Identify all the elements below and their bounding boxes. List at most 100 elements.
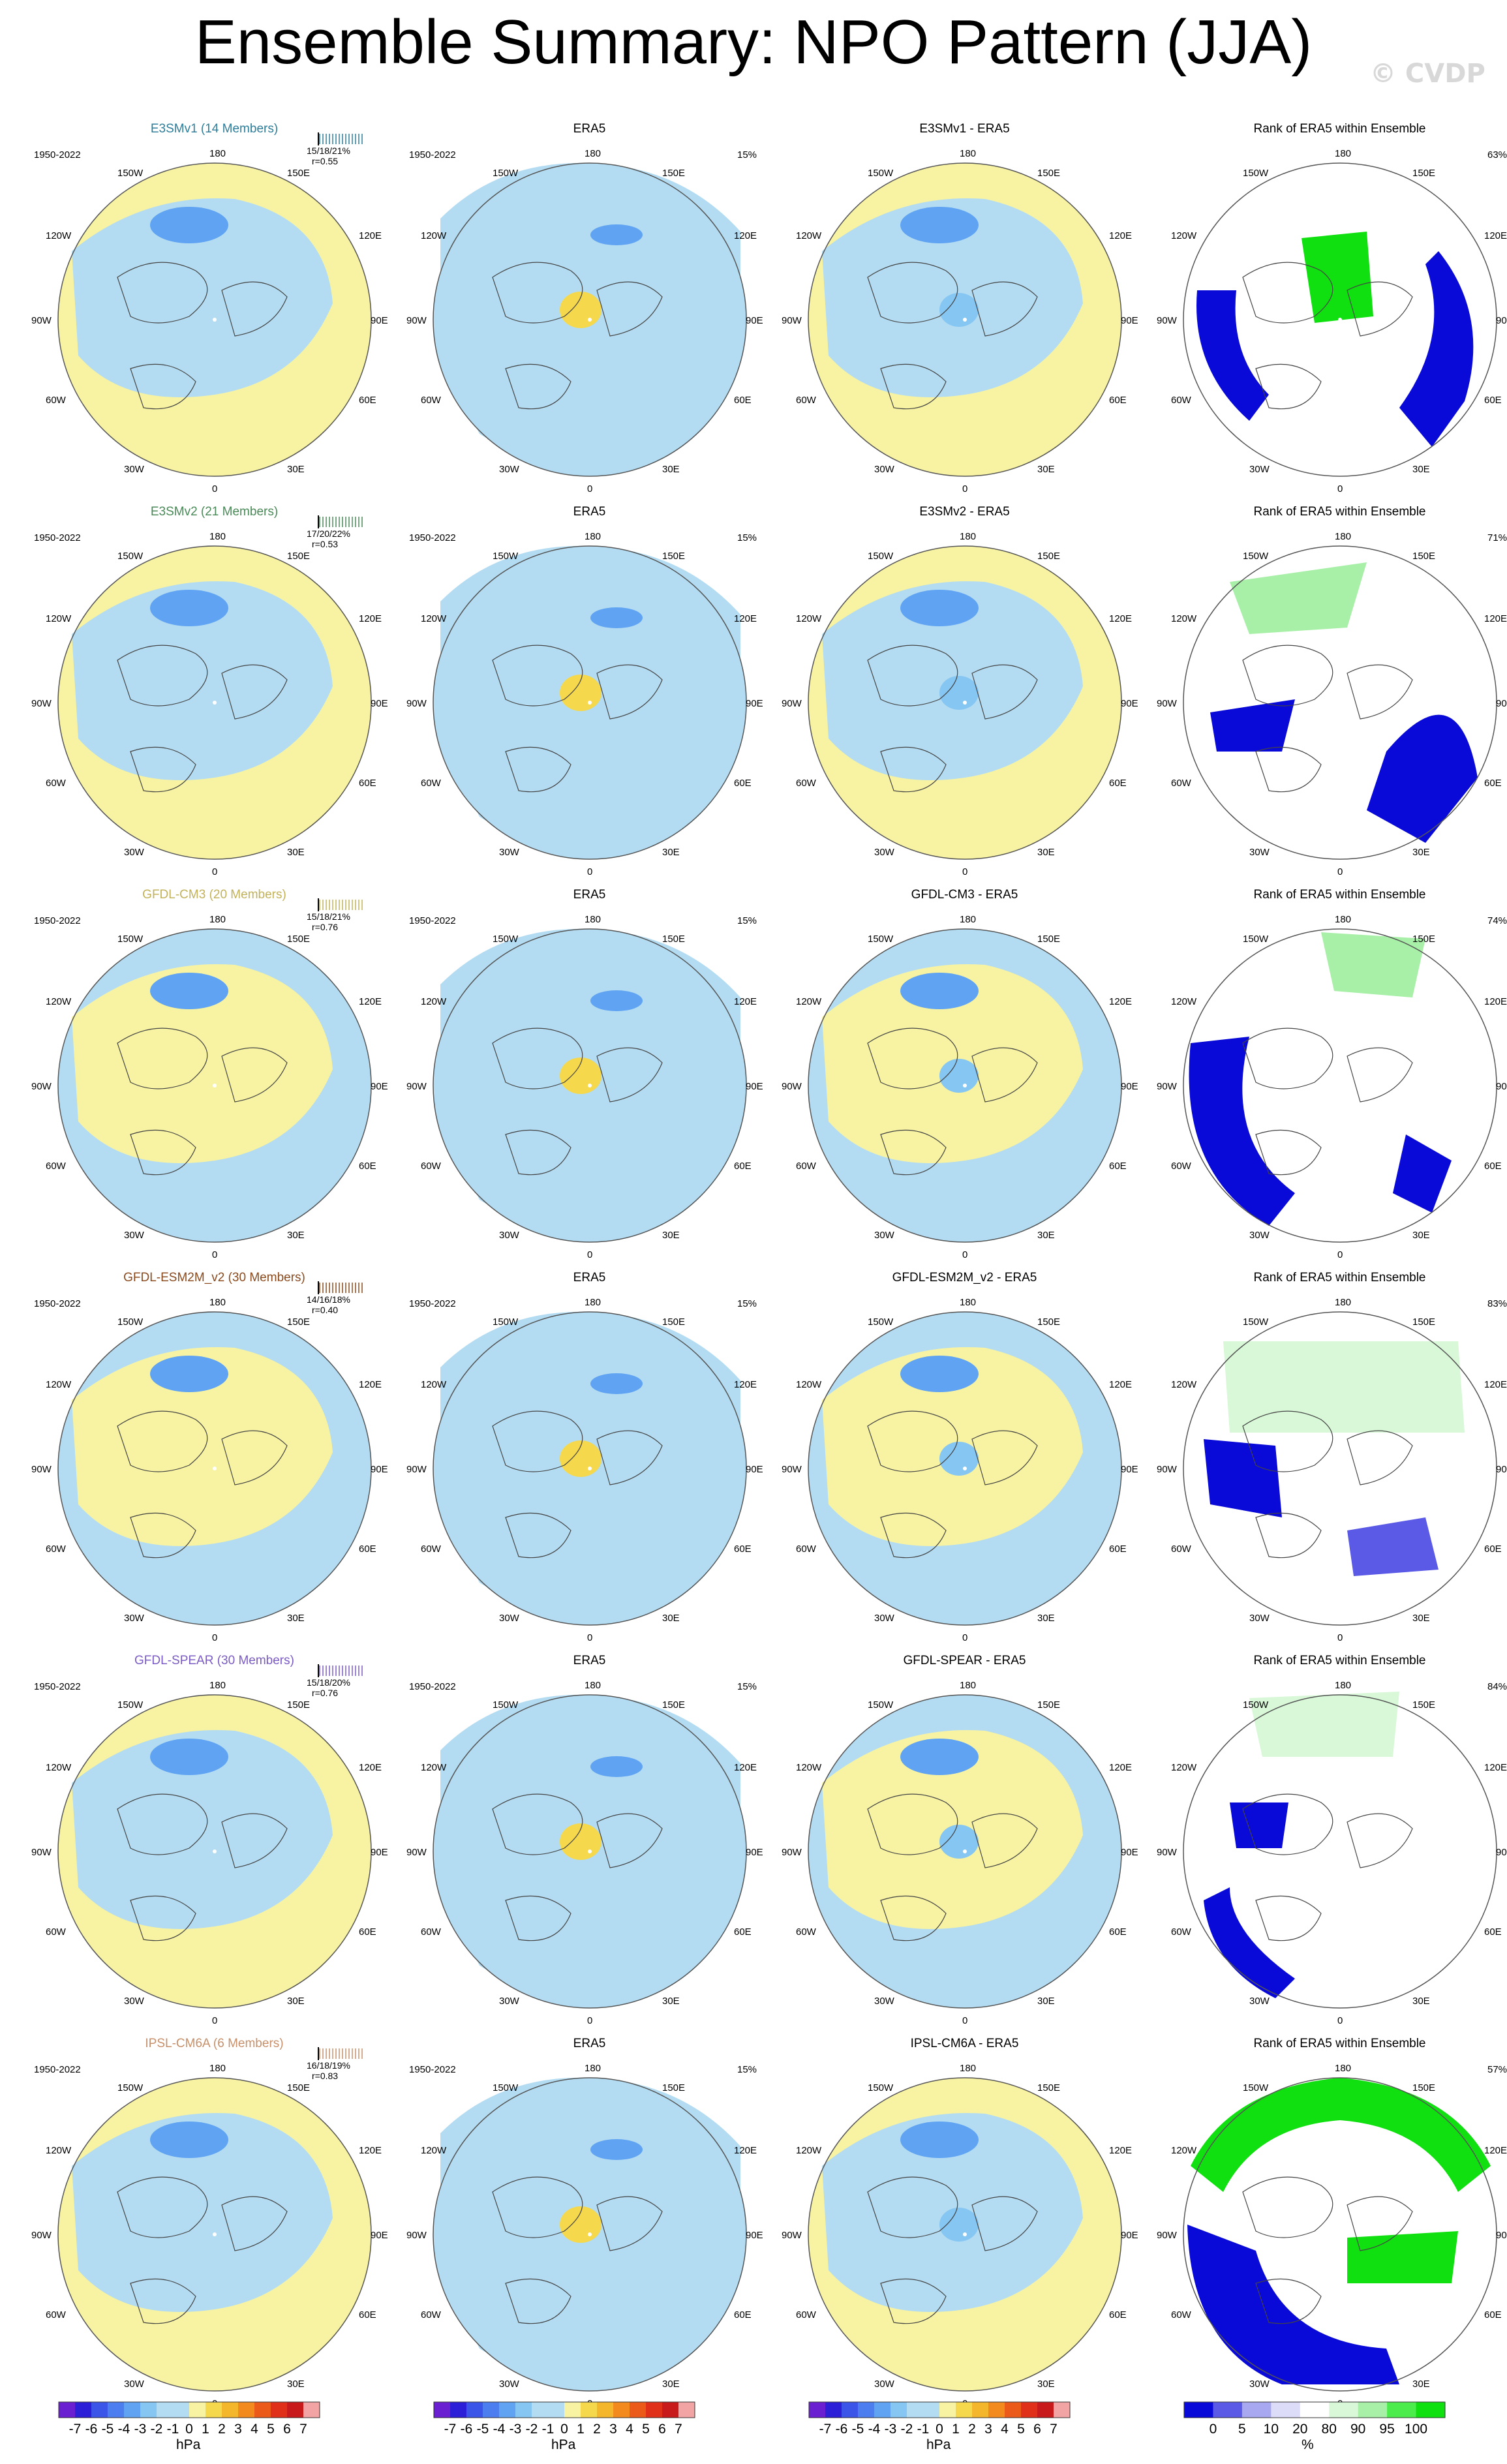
watermark: © CVDP: [1370, 59, 1485, 89]
coord-label-right: 90E: [1496, 698, 1507, 709]
coord-label-lower-right: 60E: [1109, 1161, 1127, 1172]
coord-label-bottom-right: 30E: [287, 1996, 305, 2007]
coord-label-bottom-left: 30W: [499, 1230, 519, 1241]
coord-label-upper-right: 120E: [359, 613, 382, 624]
coord-label-bottom-left: 30W: [1249, 464, 1270, 475]
colorbar-tick-label: 4: [626, 2422, 633, 2437]
coord-label-bottom: 0: [587, 2015, 593, 2026]
panel-title: IPSL-CM6A - ERA5: [910, 2037, 1019, 2050]
colorbar-tick-label: 4: [251, 2422, 258, 2437]
coord-label-lower-left: 60W: [796, 1544, 816, 1555]
coord-label-bottom-left: 30W: [1249, 1613, 1270, 1624]
coord-label-right: 90E: [1121, 1464, 1138, 1475]
colorbar-swatch: [1005, 2402, 1022, 2418]
coord-label-right: 90E: [746, 1847, 763, 1858]
coord-label-lower-right: 60E: [359, 395, 376, 406]
coord-label-top: 180: [585, 2063, 601, 2074]
colorbar-swatch: [59, 2402, 76, 2418]
coord-label-left: 90W: [782, 698, 802, 709]
colorbar-swatch: [956, 2402, 973, 2418]
colorbar-swatch: [206, 2402, 222, 2418]
year-range: 1950-2022: [34, 149, 81, 160]
coord-label-top-left: 150W: [1243, 934, 1269, 945]
coord-label-bottom-left: 30W: [874, 2379, 894, 2390]
colorbar-tick-label: 2: [593, 2422, 601, 2437]
coord-label-lower-right: 60E: [1109, 2309, 1127, 2320]
coord-label-bottom: 0: [212, 2015, 218, 2026]
colorbar-tick-label: 0: [936, 2422, 943, 2437]
panel-title: IPSL-CM6A (6 Members): [145, 2037, 284, 2050]
coord-label-left: 90W: [31, 2230, 52, 2241]
coord-label-bottom-left: 30W: [124, 1613, 144, 1624]
coord-label-lower-right: 60E: [734, 1926, 752, 1938]
colorbar-tick-label: 5: [1017, 2422, 1025, 2437]
coord-label-top: 180: [209, 531, 226, 542]
colorbar-tick-label: -5: [851, 2422, 864, 2437]
coord-label-top-left: 150W: [868, 551, 894, 562]
rank-pct: 63%: [1487, 149, 1507, 160]
colorbar-tick-label: 0: [1209, 2422, 1217, 2437]
pct-variance-stat: 15/18/21%: [307, 911, 350, 922]
rank-pct: 84%: [1487, 1681, 1507, 1692]
coord-label-upper-left: 120W: [421, 230, 447, 241]
coord-label-right: 90E: [1121, 2230, 1138, 2241]
coord-label-bottom-right: 30E: [662, 1613, 680, 1624]
coord-label-top-left: 150W: [868, 168, 894, 179]
colorbar-tick-label: 1: [577, 2422, 585, 2437]
colorbar-tick-label: 80: [1321, 2422, 1337, 2437]
panel-rank-row-4: Rank of ERA5 within Ensemble 83% 150E 120E 9…: [1151, 1270, 1507, 1651]
coord-label-top-right: 150E: [1037, 934, 1061, 945]
coord-label-top-right: 150E: [1412, 1316, 1436, 1328]
panel-title: E3SMv1 (14 Members): [150, 122, 279, 136]
coord-label-right: 90E: [1121, 1081, 1138, 1092]
year-range: 1950-2022: [409, 532, 456, 543]
coord-label-top: 180: [960, 914, 977, 925]
coord-label-upper-left: 120W: [1171, 613, 1197, 624]
coord-label-upper-right: 120E: [359, 2145, 382, 2156]
colorbar-swatch: [548, 2402, 565, 2418]
pattern-correlation: r=0.83: [312, 2071, 339, 2081]
panel-title: GFDL-CM3 - ERA5: [911, 888, 1018, 902]
colorbar-tick-label: 90: [1350, 2422, 1366, 2437]
panel-era5-row-4: ERA5 1950-2022 15% 180 150W 150E 120W 120E 90W 90…: [401, 1270, 778, 1651]
colorbar-tick-label: 7: [299, 2422, 307, 2437]
coord-label-right: 90E: [746, 315, 763, 326]
coord-label-left: 90W: [782, 1081, 802, 1092]
coord-label-upper-left: 120W: [1171, 1379, 1197, 1390]
coord-label-left: 90W: [1157, 1464, 1177, 1475]
coord-label-upper-right: 120E: [1109, 1379, 1133, 1390]
coord-label-bottom: 0: [962, 866, 968, 877]
coord-label-lower-right: 60E: [734, 2309, 752, 2320]
year-range: 1950-2022: [34, 1681, 81, 1692]
coord-label-bottom-right: 30E: [1412, 1613, 1430, 1624]
coord-label-bottom-right: 30E: [287, 1613, 305, 1624]
colorbar-swatch: [483, 2402, 500, 2418]
coord-label-left: 90W: [31, 1847, 52, 1858]
coord-label-right: 90E: [1496, 1847, 1507, 1858]
colorbar-swatch: [890, 2402, 907, 2418]
colorbar-tick-label: -2: [900, 2422, 913, 2437]
panel-title: Rank of ERA5 within Ensemble: [1253, 888, 1426, 902]
coord-label-top-right: 150E: [1412, 551, 1436, 562]
coord-label-top: 180: [1335, 914, 1352, 925]
coord-label-upper-right: 120E: [1484, 1379, 1507, 1390]
coord-label-top-left: 150W: [1243, 2082, 1269, 2093]
panel-model-row-2: E3SMv2 (21 Members) 1950-2022 17/20/22% r=0…: [26, 504, 403, 885]
coord-label-upper-right: 120E: [1484, 1762, 1507, 1773]
panel-title: ERA5: [573, 2037, 606, 2050]
coord-label-bottom-right: 30E: [1037, 1230, 1055, 1241]
coord-label-upper-right: 120E: [1109, 2145, 1133, 2156]
coord-label-left: 90W: [1157, 315, 1177, 326]
coord-label-right: 90E: [371, 1081, 388, 1092]
panel-title: GFDL-ESM2M_v2 - ERA5: [892, 1271, 1037, 1285]
coord-label-right: 90E: [1496, 2230, 1507, 2241]
coord-label-lower-left: 60W: [1171, 1161, 1191, 1172]
colorbar-swatch: [140, 2402, 157, 2418]
colorbar-swatch: [532, 2402, 549, 2418]
coord-label-bottom-right: 30E: [287, 2379, 305, 2390]
panel-era5-row-5: ERA5 1950-2022 15% 180 150W 150E 120W 120E 90W 90…: [401, 1652, 778, 2034]
coord-label-upper-right: 120E: [1484, 996, 1507, 1007]
coord-label-top-right: 150E: [1037, 1316, 1061, 1328]
coord-label-lower-right: 60E: [734, 1161, 752, 1172]
coord-label-lower-left: 60W: [421, 2309, 441, 2320]
